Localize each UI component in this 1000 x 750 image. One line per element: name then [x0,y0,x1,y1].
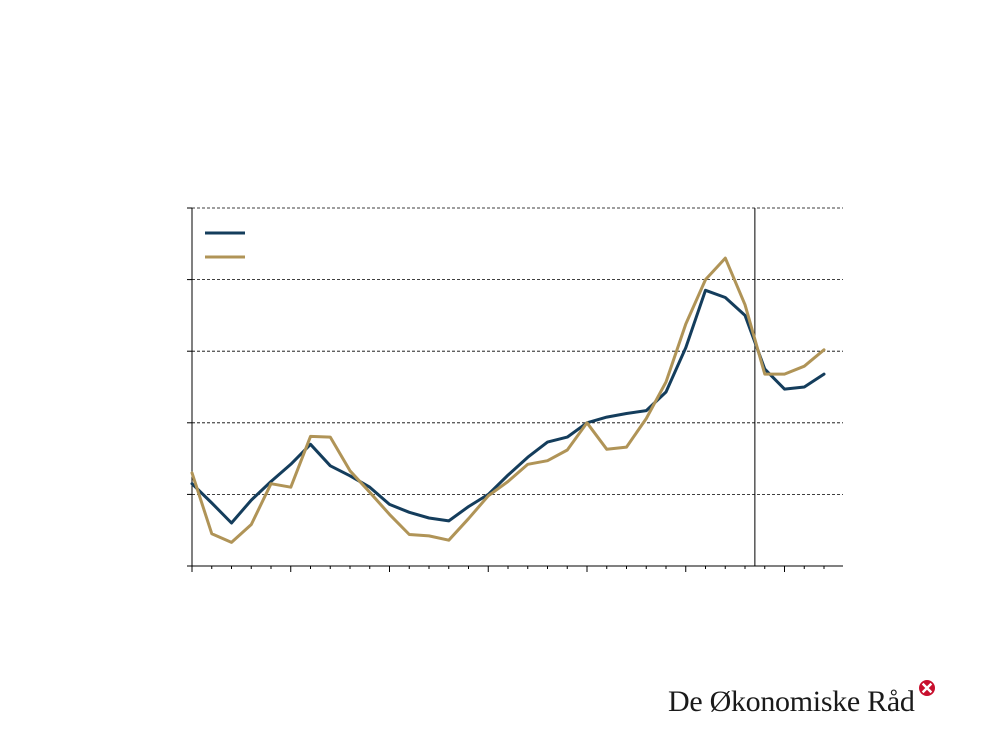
red-circle-x-logo-icon [918,680,935,696]
series-line-2 [190,256,826,544]
brand-logo: De Økonomiske Råd [668,680,937,720]
series-lines [190,256,826,544]
axes [187,207,843,572]
series-line-1 [190,288,826,525]
legend [205,231,245,259]
brand-name: De Økonomiske Råd [668,685,915,718]
gridlines [192,207,843,495]
